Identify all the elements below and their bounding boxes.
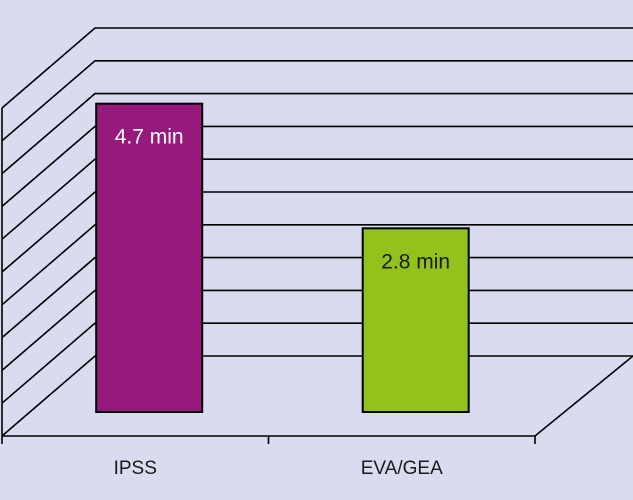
bar-ipss (95, 102, 204, 414)
x-tick-label: EVA/GEA (361, 458, 443, 479)
gridline (1, 191, 633, 273)
gridlines (1, 27, 633, 404)
data-label: 4.7 min (115, 126, 184, 149)
bars (95, 102, 470, 414)
data-labels: 4.7 min 2.8 min (115, 126, 450, 274)
gridline (1, 158, 633, 240)
data-label: 2.8 min (381, 250, 450, 273)
x-axis-ticks: IPSS EVA/GEA (1, 436, 536, 479)
gridline (1, 92, 633, 175)
gridline (1, 125, 633, 208)
x-tick-label: IPSS (114, 458, 157, 479)
bar-eva-gea (361, 227, 470, 413)
gridline (1, 27, 633, 109)
gridline (1, 59, 633, 142)
gridline (1, 224, 633, 306)
